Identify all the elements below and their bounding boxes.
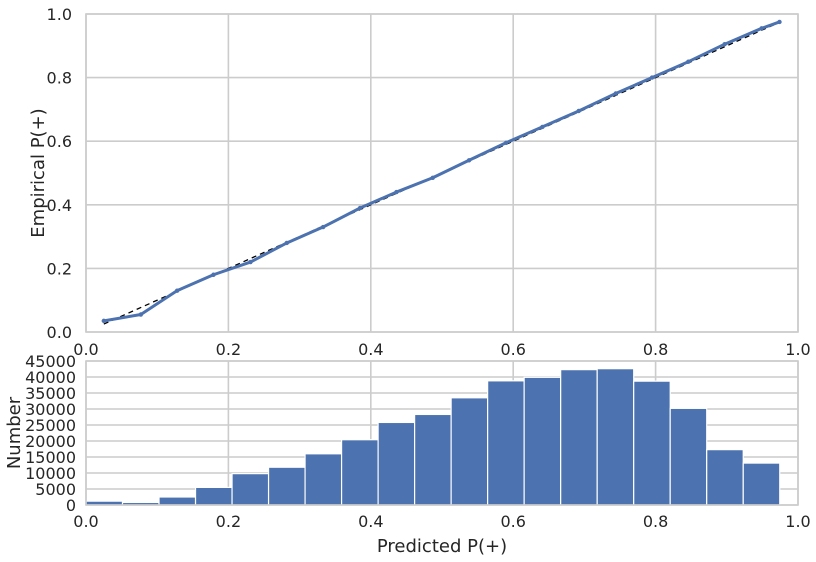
histogram-y-tick-label: 10000 [25, 464, 76, 483]
calibration-y-tick-label: 0.2 [47, 259, 72, 278]
histogram-y-axis-label: Number [4, 396, 25, 469]
calibration-curve-line [103, 20, 780, 323]
calibration-point [320, 224, 326, 230]
histogram-bar [633, 380, 671, 506]
histogram-x-tick-label: 0.6 [500, 512, 525, 531]
histogram-bar [231, 473, 270, 506]
calibration-x-tick-label: 0.0 [73, 340, 98, 359]
histogram-bars [85, 368, 781, 506]
calibration-point [722, 42, 727, 47]
histogram-y-tick-label: 15000 [25, 448, 76, 467]
calibration-x-tick-label: 0.8 [643, 340, 668, 359]
calibration-point [576, 108, 581, 114]
histogram-bar [523, 376, 562, 506]
histogram-x-axis-label: Predicted P(+) [377, 536, 507, 557]
calibration-point [759, 26, 764, 31]
histogram-tick-labels: 0.0 0.2 0.4 0.6 0.8 1.0 0500010000150002000025… [25, 352, 811, 531]
calibration-point [211, 272, 216, 277]
histogram-y-tick-label: 45000 [25, 352, 76, 371]
histogram-x-tick-label: 0.8 [643, 512, 668, 531]
calibration-point [101, 318, 107, 324]
calibration-series [101, 19, 782, 325]
histogram-bar [158, 496, 197, 506]
calibration-point [540, 124, 545, 130]
calibration-x-tick-label: 0.4 [358, 340, 383, 359]
histogram-bar [742, 462, 781, 506]
histogram-y-tick-label: 20000 [25, 432, 76, 451]
histogram-y-tick-label: 35000 [25, 384, 76, 403]
calibration-tick-labels: 0.0 0.2 0.4 0.6 0.8 1.0 0.0 0.2 0.4 0.6 0.8 1.0 [47, 5, 811, 359]
calibration-plot-frame [85, 13, 799, 333]
histogram-bar [194, 486, 233, 506]
calibration-point [503, 140, 509, 145]
calibration-point [430, 175, 435, 180]
histogram-bar [450, 397, 489, 506]
calibration-x-tick-label: 1.0 [785, 340, 810, 359]
histogram-bar [706, 449, 744, 506]
calibration-point [649, 75, 655, 80]
histogram-bar [560, 369, 598, 506]
histogram-x-tick-label: 1.0 [785, 512, 810, 531]
calibration-y-tick-label: 0.6 [47, 132, 72, 151]
histogram-plot-frame [85, 360, 799, 506]
histogram-bar [304, 453, 343, 506]
histogram-bar [487, 380, 525, 506]
histogram-bar [377, 421, 416, 506]
histogram-y-tick-label: 30000 [25, 400, 76, 419]
calibration-point [357, 205, 363, 211]
histogram-x-tick-label: 0.4 [358, 512, 383, 531]
histogram-bar [340, 439, 379, 506]
histogram-plot: 0.0 0.2 0.4 0.6 0.8 1.0 0500010000150002000025… [4, 352, 811, 557]
calibration-point [613, 91, 618, 96]
histogram-x-tick-label: 0.0 [73, 512, 98, 531]
histogram-y-tick-label: 40000 [25, 368, 76, 387]
histogram-bar [267, 466, 306, 506]
calibration-point [174, 288, 180, 293]
calibration-y-tick-label: 0.0 [47, 323, 72, 342]
histogram-y-tick-label: 0 [66, 496, 76, 515]
calibration-point [284, 240, 289, 246]
histogram-bar [669, 407, 708, 506]
calibration-x-tick-label: 0.6 [500, 340, 525, 359]
calibration-x-tick-label: 0.2 [216, 340, 241, 359]
histogram-bar [414, 413, 452, 506]
calibration-plot: 0.0 0.2 0.4 0.6 0.8 1.0 0.0 0.2 0.4 0.6 0.8 1.0 Emp… [28, 5, 811, 359]
calibration-y-tick-label: 0.8 [47, 69, 72, 88]
calibration-point [248, 259, 253, 265]
calibration-point [466, 158, 472, 163]
calibration-point [138, 312, 144, 317]
calibration-y-tick-label: 0.4 [47, 196, 72, 215]
histogram-y-tick-label: 25000 [25, 416, 76, 435]
histogram-y-tick-label: 5000 [35, 480, 76, 499]
histogram-bar [596, 368, 635, 506]
histogram-x-tick-label: 0.2 [216, 512, 241, 531]
calibration-point [686, 59, 691, 64]
calibration-point [394, 189, 399, 195]
calibration-y-axis-label: Empirical P(+) [28, 108, 49, 237]
calibration-point [777, 19, 782, 25]
calibration-y-tick-label: 1.0 [47, 5, 72, 24]
